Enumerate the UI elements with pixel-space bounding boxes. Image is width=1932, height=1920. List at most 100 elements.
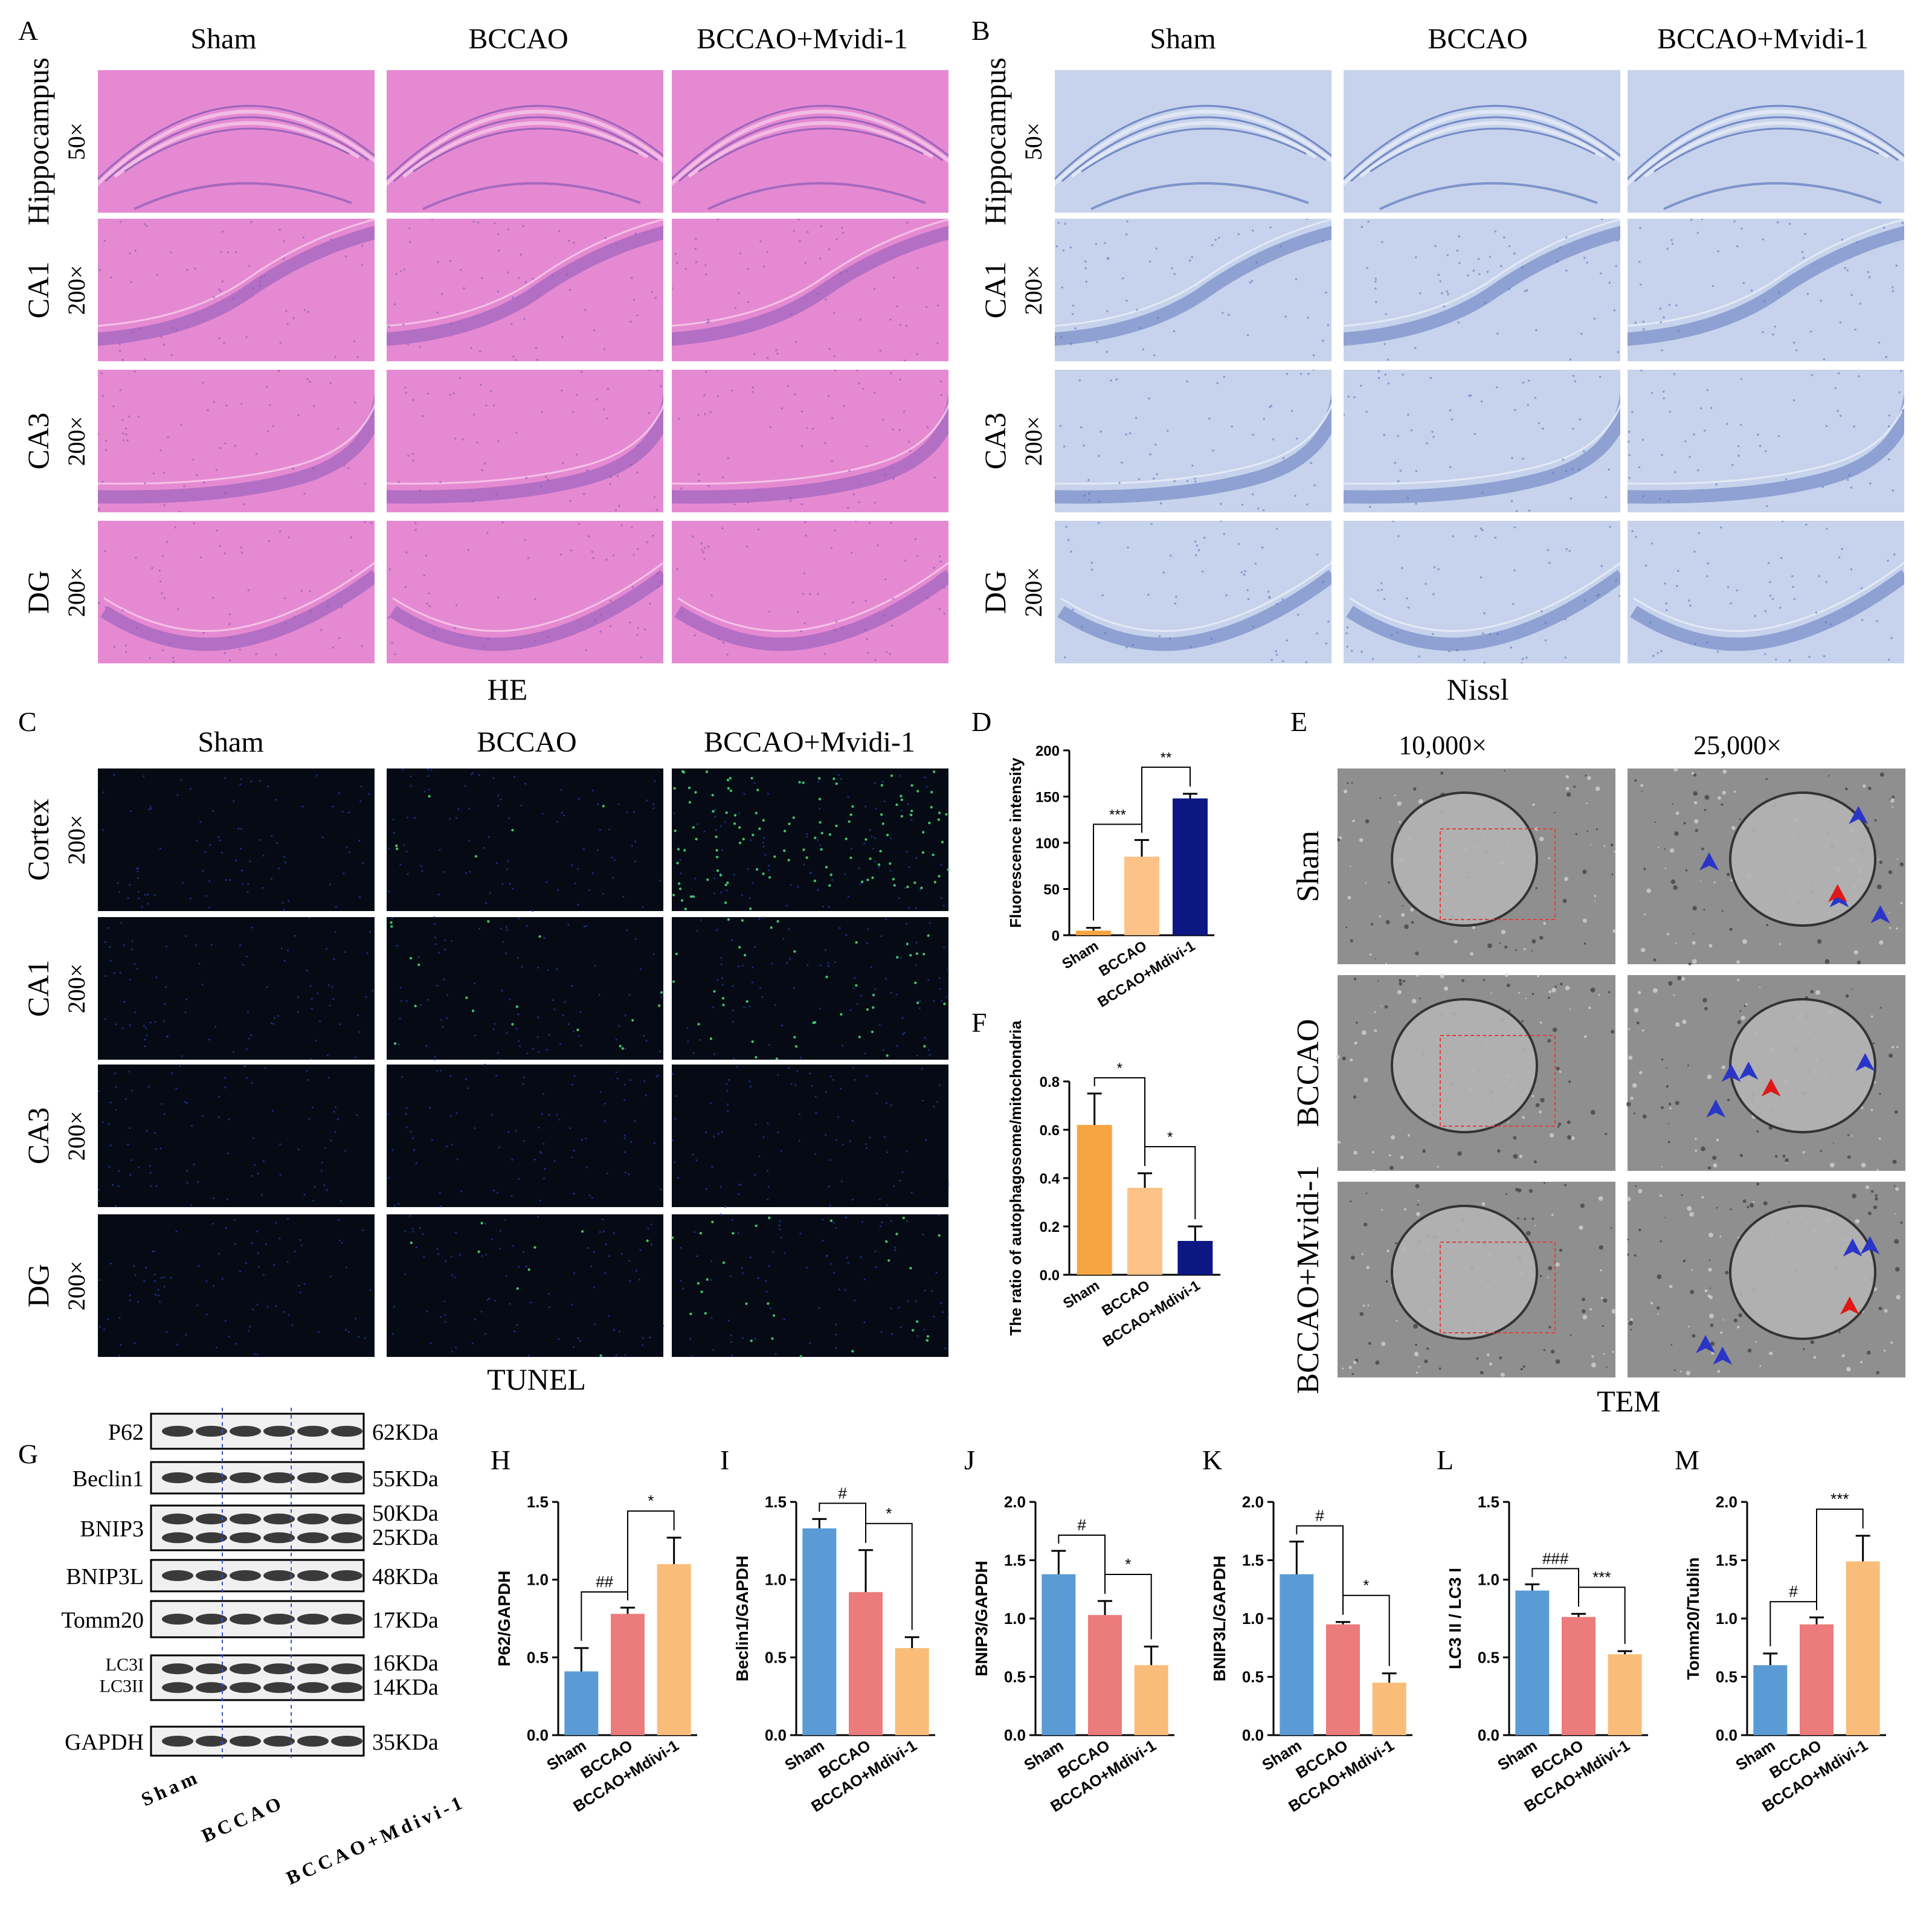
wb-band (230, 1513, 261, 1525)
bar-bccao (1326, 1624, 1360, 1735)
bar-sham (564, 1671, 599, 1735)
y-tick-label: 1.5 (1716, 1551, 1737, 1570)
panel-letter-k: K (1202, 1445, 1222, 1475)
wb-label-lc3i: LC3I (106, 1655, 144, 1675)
wb-band (331, 1614, 362, 1625)
y-tick-label: 0.8 (1040, 1074, 1060, 1090)
tem-image-grid (1336, 767, 1905, 1377)
panel-letter-h: H (491, 1445, 510, 1475)
y-tick-label: 50 (1043, 882, 1060, 898)
significance-mark: * (1117, 1060, 1122, 1077)
he-image-r2-c2 (387, 219, 663, 361)
bar-bccao (1562, 1617, 1596, 1735)
bar-bccao-mdivi-1 (895, 1648, 929, 1735)
nissl-col-mvidi: BCCAO+Mvidi-1 (1657, 23, 1869, 55)
y-tick-label: 0.5 (1478, 1648, 1499, 1666)
y-tick-label: 200 (1035, 743, 1060, 759)
wb-band (196, 1513, 227, 1525)
wb-band (331, 1682, 362, 1693)
significance-mark: *** (1831, 1490, 1849, 1508)
wb-kda-1: 62KDa (372, 1420, 439, 1445)
tunel-image-r2-c1 (98, 917, 375, 1060)
tunel-image-r4-c1 (98, 1214, 375, 1357)
wb-band (196, 1532, 227, 1544)
he-image-r3-c3 (672, 370, 948, 512)
y-tick-label: 1.0 (527, 1571, 549, 1589)
nissl-image-r3-c2 (1344, 370, 1620, 512)
wb-band (196, 1472, 227, 1483)
wb-band (162, 1736, 193, 1747)
wb-band (331, 1472, 362, 1483)
wb-label-bnip3l: BNIP3L (66, 1564, 144, 1590)
bar-bccao-mdivi-1 (1173, 798, 1208, 935)
wb-band (196, 1614, 227, 1625)
tunel-row-label-4: DG (21, 1264, 55, 1307)
panel-letter-g: G (18, 1438, 38, 1469)
wb-band (263, 1513, 295, 1525)
bar-bccao-mdivi-1 (1846, 1561, 1880, 1735)
nissl-image-r3-c1 (1055, 370, 1331, 512)
y-axis-label: BNIP3L/GAPDH (1210, 1556, 1229, 1681)
panel-letter-i: I (720, 1445, 729, 1475)
wb-band (263, 1736, 295, 1747)
wb-band (162, 1682, 193, 1693)
y-tick-label: 2.0 (1716, 1493, 1737, 1511)
wb-band (162, 1532, 193, 1544)
tem-image-r3-c2 (1626, 1182, 1905, 1377)
wb-band (297, 1570, 329, 1581)
chart-k: 0.00.51.01.52.0BNIP3L/GAPDHShamBCCAOBCCA… (1210, 1493, 1412, 1815)
wb-band (162, 1614, 193, 1625)
y-tick-label: 1.0 (765, 1571, 787, 1589)
tunel-row-mag-2: 200× (63, 964, 90, 1014)
tem-row-label-3: BCCAO+Mvidi-1 (1291, 1165, 1325, 1394)
nissl-image-grid (1055, 70, 1904, 663)
significance-bracket (1093, 1077, 1145, 1166)
tunel-image-r3-c1 (97, 1065, 375, 1208)
wb-band (263, 1426, 295, 1437)
tem-image-r3-c1 (1338, 1182, 1617, 1377)
bar-bccao-mdivi-1 (1177, 1241, 1213, 1275)
bar-bccao-mdivi-1 (1372, 1683, 1406, 1735)
wb-band (196, 1570, 227, 1581)
y-axis-label: BNIP3/GAPDH (972, 1561, 991, 1676)
tunel-image-r2-c3 (672, 917, 949, 1060)
wb-kda-5: 17KDa (372, 1608, 439, 1633)
y-tick-label: 0.0 (1040, 1268, 1060, 1284)
wb-band (297, 1532, 329, 1544)
y-tick-label: 0.5 (765, 1648, 787, 1666)
tunel-col-bccao: BCCAO (477, 726, 576, 758)
significance-bracket (1342, 1594, 1390, 1666)
he-image-r4-c1 (98, 521, 375, 663)
x-tick-label: Sham (1059, 938, 1101, 973)
wb-band (331, 1426, 362, 1437)
wb-kda-4: 48KDa (372, 1564, 439, 1590)
significance-mark: *** (1109, 807, 1126, 823)
y-tick-label: 1.5 (527, 1493, 549, 1511)
panel-letter-l: L (1437, 1445, 1454, 1475)
significance-mark: * (1363, 1576, 1369, 1594)
nissl-image-r2-c1 (1055, 219, 1331, 361)
nissl-row-mag-2: 200× (1020, 265, 1047, 315)
bar-sham (1076, 930, 1111, 935)
nissl-row-label-2: CA1 (978, 262, 1012, 318)
wb-band (297, 1472, 329, 1483)
wb-label-lc3ii: LC3II (100, 1677, 144, 1696)
nissl-image-r2-c2 (1344, 219, 1620, 361)
y-axis-label: Fluorescence intensity (1006, 758, 1025, 928)
significance-mark: # (1077, 1516, 1086, 1534)
wb-band (230, 1614, 261, 1625)
significance-mark: # (838, 1484, 847, 1502)
he-image-r2-c1 (98, 219, 375, 361)
tem-image-r2-c2 (1626, 975, 1905, 1171)
y-tick-label: 0.5 (1242, 1668, 1264, 1686)
y-tick-label: 0.0 (1716, 1726, 1737, 1744)
nissl-row-mag-3: 200× (1020, 416, 1047, 466)
tem-mag-25000: 25,000× (1693, 730, 1782, 760)
wb-label-gapdh: GAPDH (65, 1730, 144, 1755)
wb-band (331, 1513, 362, 1525)
significance-mark: * (1125, 1555, 1131, 1573)
significance-mark: * (886, 1504, 892, 1522)
y-tick-label: 1.0 (1242, 1609, 1264, 1628)
significance-bracket (1144, 1146, 1196, 1219)
